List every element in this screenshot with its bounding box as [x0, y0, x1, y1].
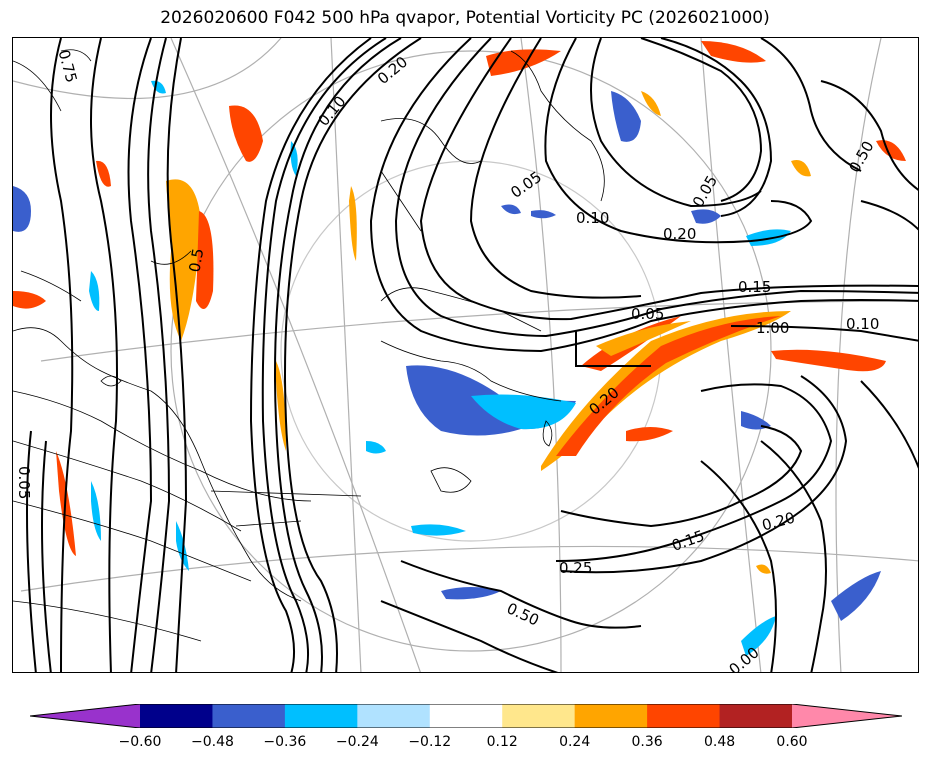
- colorbar-tick-label: −0.12: [408, 734, 452, 750]
- positive-anomaly-region: [701, 41, 766, 63]
- colorbar-extend-low: [30, 704, 140, 728]
- contour-label: 0.05: [15, 466, 33, 499]
- colorbar-tick-label: 0.60: [776, 734, 808, 750]
- contour-label: 0.20: [663, 225, 696, 243]
- negative-anomaly-region: [691, 209, 721, 224]
- negative-anomaly-region: [471, 394, 576, 430]
- graticule: [13, 38, 918, 672]
- contour-label: 0.50: [504, 599, 542, 629]
- colorbar-segment: [212, 704, 286, 728]
- negative-anomaly-region: [831, 571, 881, 621]
- colorbar-segment: [574, 704, 648, 728]
- negative-anomaly-region: [411, 524, 466, 536]
- negative-anomaly-region: [441, 587, 501, 600]
- positive-anomaly-region: [791, 160, 811, 177]
- positive-anomaly-region: [276, 361, 286, 451]
- contour-label: 0.5: [185, 247, 207, 274]
- negative-anomaly-region: [151, 80, 166, 94]
- positive-anomaly-region: [876, 140, 906, 161]
- colorbar-tick-label: 0.24: [559, 734, 591, 750]
- negative-anomaly-region: [89, 271, 100, 311]
- colorbar-tick-label: 0.48: [703, 734, 736, 750]
- colorbar-segment: [719, 704, 793, 728]
- contour-label: 0.05: [631, 305, 664, 323]
- colorbar-segment: [140, 704, 213, 728]
- positive-anomaly-region: [13, 291, 46, 309]
- colorbar-tick-label: 0.12: [486, 734, 518, 750]
- contour-label: 0.10: [314, 92, 349, 129]
- colorbar-tick-label: −0.36: [263, 734, 307, 750]
- coastlines: [13, 49, 605, 642]
- negative-anomaly-region: [13, 186, 31, 232]
- map-panel: 0.20 0.10 0.05 0.50 0.05 0.10 0.20 0.15 …: [12, 37, 919, 673]
- contour-label: 0.25: [559, 559, 592, 577]
- colorbar-segment: [429, 704, 503, 728]
- positive-anomaly-region: [541, 311, 791, 471]
- colorbar-extend-high: [792, 704, 902, 728]
- colorbar-segment: [357, 704, 431, 728]
- positive-anomaly-region: [596, 321, 691, 356]
- positive-anomaly-region: [349, 186, 357, 261]
- negative-anomaly-region: [611, 91, 641, 142]
- positive-anomaly-region: [771, 349, 886, 372]
- positive-anomaly-region: [756, 564, 771, 574]
- positive-anomaly-region: [229, 105, 263, 162]
- positive-anomaly-region: [626, 427, 673, 442]
- colorbar-segment: [502, 704, 576, 728]
- positive-anomaly-region: [641, 91, 661, 116]
- colorbar-tick-label: −0.24: [335, 734, 379, 750]
- contour-label: 0.15: [738, 278, 771, 296]
- contour-label: 1.00: [756, 319, 789, 337]
- pv-contours: [26, 38, 918, 672]
- contour-label: 0.10: [576, 209, 609, 227]
- negative-anomaly-region: [746, 229, 791, 246]
- positive-anomaly-region: [556, 316, 781, 456]
- colorbar-segment: [284, 704, 358, 728]
- negative-anomaly-region: [741, 616, 776, 656]
- positive-anomaly-region: [486, 49, 561, 76]
- positive-anomaly-region: [166, 179, 201, 341]
- colorbar-segment: [647, 704, 721, 728]
- negative-anomaly-region: [501, 204, 521, 215]
- negative-anomaly-region: [366, 441, 386, 454]
- contour-label: 0.75: [55, 48, 81, 85]
- negative-anomaly-region: [741, 411, 771, 430]
- contour-label: 0.15: [669, 527, 707, 555]
- positive-anomaly-region: [196, 211, 214, 309]
- colorbar: [30, 704, 902, 728]
- colorbar-tick-label: 0.36: [631, 734, 663, 750]
- map-title: 2026020600 F042 500 hPa qvapor, Potentia…: [160, 8, 770, 28]
- contour-label: 0.20: [760, 508, 797, 534]
- contour-label: 0.10: [846, 315, 879, 333]
- map-canvas: 0.20 0.10 0.05 0.50 0.05 0.10 0.20 0.15 …: [13, 38, 918, 672]
- negative-anomaly-region: [91, 481, 101, 541]
- negative-anomaly-region: [531, 210, 556, 219]
- moisture-anomaly-fills: [13, 41, 906, 656]
- contour-label: 0.50: [845, 138, 877, 176]
- colorbar-tick-label: −0.48: [190, 734, 234, 750]
- colorbar-tick-label: −0.60: [118, 734, 162, 750]
- positive-anomaly-region: [96, 160, 111, 187]
